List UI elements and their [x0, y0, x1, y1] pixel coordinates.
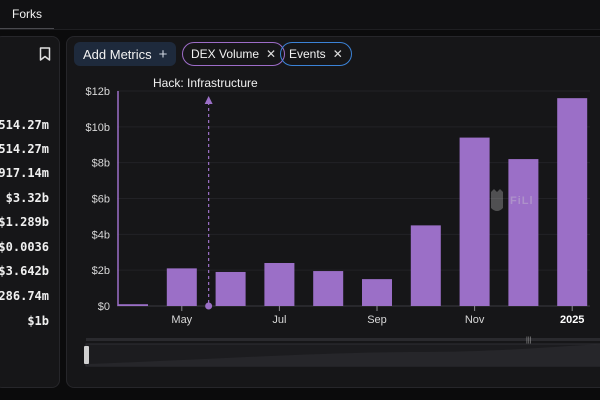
- scroll-grip-icon[interactable]: |||: [526, 337, 532, 344]
- x-tick-label: Nov: [465, 314, 485, 326]
- bar-nov[interactable]: [459, 137, 490, 306]
- bar-oct[interactable]: [410, 225, 441, 306]
- stat-value: $1b: [27, 314, 49, 328]
- stat-value: $514.27m: [0, 118, 49, 132]
- stat-value: $0.0036: [0, 240, 49, 254]
- watermark: FiLl: [488, 188, 534, 214]
- metric-chip-label: Events: [289, 47, 326, 61]
- bar-sep[interactable]: [362, 279, 392, 306]
- metric-chip-events[interactable]: Events ✕: [280, 42, 352, 66]
- stat-value: $514.27m: [0, 142, 49, 156]
- x-tick-label: May: [171, 314, 192, 326]
- close-icon[interactable]: ✕: [332, 47, 343, 61]
- x-tick-label: Sep: [367, 314, 387, 326]
- y-tick-label: $10b: [86, 122, 110, 134]
- y-tick-label: $12b: [86, 86, 110, 98]
- metric-chip-label: DEX Volume: [191, 47, 260, 61]
- add-metrics-button[interactable]: Add Metrics +: [74, 42, 177, 66]
- range-handle-left[interactable]: [84, 346, 89, 364]
- y-tick-label: $6b: [92, 194, 110, 206]
- stat-value: $3.32b: [5, 191, 49, 205]
- stats-panel: $514.27m $514.27m $917.14m $3.32b $1.289…: [0, 36, 60, 388]
- stat-value: $286.74m: [0, 289, 49, 303]
- arrow-up-icon: [204, 96, 213, 104]
- watermark-text: FiLl: [510, 195, 534, 207]
- bar-dec[interactable]: [508, 159, 539, 306]
- chart-panel: [66, 36, 600, 388]
- add-metrics-label: Add Metrics: [83, 46, 152, 62]
- bar-may[interactable]: [166, 268, 197, 306]
- y-tick-label: $8b: [92, 158, 110, 170]
- metric-chip-dex-volume[interactable]: DEX Volume ✕: [182, 42, 286, 66]
- tab-forks[interactable]: Forks: [0, 0, 54, 29]
- y-tick-label: $0: [98, 301, 110, 313]
- bar-aug[interactable]: [313, 271, 344, 306]
- bar-jun[interactable]: [215, 271, 246, 306]
- y-tick-label: $2b: [92, 265, 110, 277]
- x-tick-label: 2025: [560, 314, 584, 326]
- range-slider[interactable]: |||: [84, 337, 600, 367]
- x-tick-label: Jul: [272, 314, 286, 326]
- bar-jul[interactable]: [264, 263, 295, 306]
- event-marker-dot[interactable]: [205, 302, 213, 310]
- close-icon[interactable]: ✕: [266, 47, 277, 61]
- bookmark-icon[interactable]: [39, 47, 51, 61]
- y-tick-label: $4b: [92, 229, 110, 241]
- stat-value: $917.14m: [0, 166, 49, 180]
- bar-2025[interactable]: [557, 98, 588, 307]
- plus-icon: +: [158, 45, 168, 63]
- stat-value: $1.289b: [0, 215, 49, 229]
- annotation-label: Hack: Infrastructure: [153, 76, 258, 90]
- watermark-logo-icon: [491, 189, 503, 211]
- stat-value: $3.642b: [0, 264, 49, 278]
- tab-bar: Forks: [0, 0, 600, 30]
- bar-apr[interactable]: [118, 304, 148, 306]
